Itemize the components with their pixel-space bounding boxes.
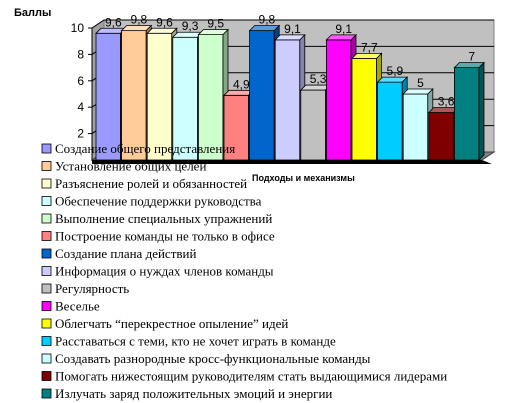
y-tick-label: 10 (71, 21, 85, 35)
data-label: 5 (417, 76, 424, 90)
bars-group (95, 24, 485, 161)
bar (325, 33, 357, 161)
bar-front (300, 89, 326, 161)
data-label: 5,3 (310, 72, 327, 86)
y-tick-label: 4 (77, 100, 84, 114)
bar-side (478, 61, 485, 161)
legend-item: Разъяснение ролей и обязанностей (41, 176, 247, 191)
data-label: 9,6 (105, 15, 122, 29)
legend-label: Расставаться с теми, кто не хочет играть… (55, 334, 336, 349)
legend-swatch (41, 336, 52, 346)
legend-swatch (41, 161, 52, 171)
data-label: 9,8 (259, 13, 276, 27)
legend-item: Построение команды не только в офисе (41, 229, 275, 244)
legend-swatch (41, 231, 52, 241)
legend-swatch (41, 196, 52, 206)
legend-item: Расставаться с теми, кто не хочет играть… (41, 334, 336, 349)
data-label: 9,5 (207, 17, 224, 31)
legend-label: Разъяснение ролей и обязанностей (55, 176, 247, 191)
legend-item: Излучать заряд положительных эмоций и эн… (41, 386, 332, 401)
bar (120, 24, 153, 161)
legend-swatch (41, 388, 52, 399)
legend-label: Выполнение специальных упражнений (55, 211, 272, 226)
data-label: 5,9 (387, 64, 404, 78)
legend-item: Обеспечение поддержки руководства (41, 194, 262, 209)
bar-front (428, 112, 454, 161)
data-label: 9,1 (284, 22, 301, 36)
legend-swatch (41, 248, 52, 259)
gridline (91, 19, 494, 29)
bar-front (402, 93, 429, 161)
x-axis-label: Подходы и механизмы (252, 173, 355, 183)
legend-label: Информация о нуждах членов команды (55, 264, 274, 279)
legend-swatch (41, 371, 52, 381)
legend-item: Установление общих целей (41, 159, 206, 174)
bar-front (197, 34, 224, 161)
bar-front (95, 32, 122, 161)
y-tick-label: 6 (77, 74, 84, 88)
legend-swatch (41, 143, 52, 154)
bar (402, 88, 434, 161)
data-label: 7,7 (361, 40, 378, 54)
bar (453, 61, 485, 161)
legend-swatch (41, 318, 52, 329)
y-axis-label: Баллы (14, 7, 51, 19)
legend-swatch (41, 266, 52, 276)
legend-label: Излучать заряд положительных эмоций и эн… (55, 386, 332, 401)
legend-item: Создание плана действий (41, 246, 196, 261)
bar-front (249, 30, 275, 161)
legend-label: Создание общего представления (55, 141, 235, 156)
bar-front (453, 67, 480, 161)
data-label: 9,1 (335, 22, 352, 36)
legend-swatch (41, 178, 52, 189)
data-label: 9,3 (182, 19, 199, 33)
data-label: 7 (468, 50, 475, 64)
legend-item: Выполнение специальных упражнений (41, 211, 272, 226)
bar (351, 52, 383, 161)
legend-item: Создавать разнородные кросс-функциональн… (41, 351, 371, 366)
bar (274, 33, 306, 161)
bar-front (377, 81, 403, 161)
data-label: 9,6 (156, 15, 173, 29)
bar-front (325, 39, 352, 161)
legend-label: Построение команды не только в офисе (55, 229, 275, 244)
legend-label: Помогать нижестоящим руководителям стать… (55, 369, 447, 384)
bar-front (223, 94, 250, 161)
bar (427, 106, 460, 161)
bar (197, 28, 229, 161)
legend-item: Регулярность (41, 281, 129, 296)
legend-label: Регулярность (55, 281, 129, 296)
legend-item: Создание общего представления (41, 141, 235, 156)
data-label: 9,8 (131, 13, 148, 27)
legend-swatch (41, 301, 52, 311)
bar (376, 76, 409, 161)
legend-label: Создание плана действий (55, 246, 196, 261)
data-label: 4,9 (233, 77, 250, 91)
legend-label: Облегчать “перекрестное опыление” идей (55, 316, 288, 331)
legend-label: Установление общих целей (55, 159, 206, 174)
data-labels-group: 9,6 9,8 9,6 9,3 9,5 4,9 9,8 9,1 5,3 9,1 7,7 5,9 5 3,6… (105, 13, 475, 109)
y-tick-label: 8 (77, 47, 84, 61)
legend-swatch (41, 353, 52, 364)
floor-edge (92, 160, 492, 164)
bar (95, 27, 127, 161)
legend-item: Информация о нуждах членов команды (41, 264, 274, 279)
bar-front (121, 30, 147, 161)
legend: Создание общего представления Установлени… (41, 141, 447, 401)
legend-label: Веселье (55, 299, 100, 314)
data-label: 3,6 (438, 94, 455, 108)
legend-label: Обеспечение поддержки руководства (55, 194, 262, 209)
legend-swatch (41, 283, 52, 294)
legend-item: Помогать нижестоящим руководителям стать… (41, 369, 447, 384)
bar-front (274, 39, 301, 161)
legend-item: Веселье (41, 299, 100, 314)
y-tick-label: 2 (77, 127, 84, 141)
bar (299, 84, 332, 161)
legend-item: Облегчать “перекрестное опыление” идей (41, 316, 288, 331)
legend-swatch (41, 213, 52, 224)
bar-front (351, 57, 378, 161)
legend-label: Создавать разнородные кросс-функциональн… (55, 351, 371, 366)
bar (248, 24, 281, 161)
